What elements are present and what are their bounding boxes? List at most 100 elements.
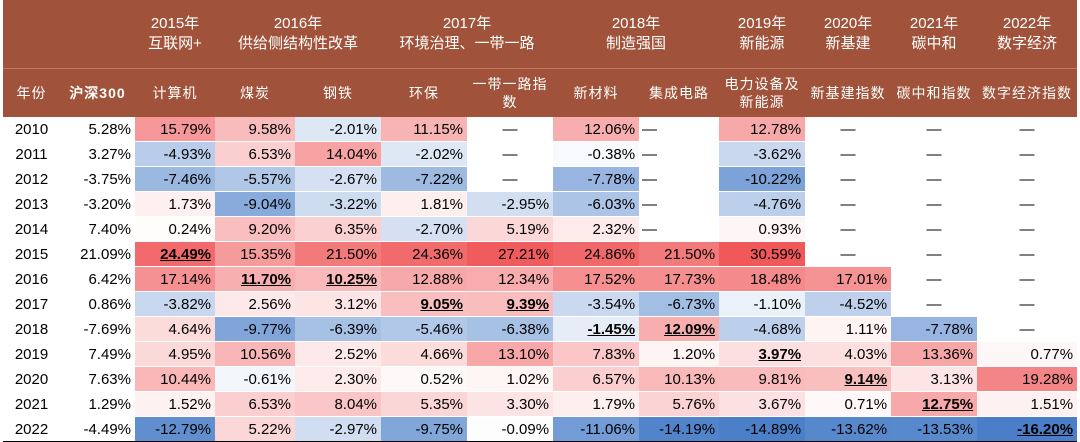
na-cell: — bbox=[891, 291, 978, 317]
sector-returns-table: 2015年 互联网+ 2016年 供给侧结构性改革 2017年 环境治理、一带一路 2018… bbox=[3, 0, 1078, 442]
na-cell: — bbox=[805, 191, 892, 217]
value-cell: -0.61% bbox=[215, 366, 295, 392]
na-cell: — bbox=[977, 191, 1078, 217]
theme-name: 互联网+ bbox=[148, 35, 202, 52]
value-cell: 9.58% bbox=[215, 117, 295, 142]
value-cell: 1.81% bbox=[381, 191, 468, 217]
na-cell: — bbox=[977, 117, 1078, 142]
column-header-row: 年份 沪深300 计算机 煤炭 钢铁 环保 一带一路指数 新材料 集成电路 电力设备及新能源 新基建… bbox=[3, 68, 1078, 117]
value-cell: 4.64% bbox=[135, 316, 215, 342]
value-cell: 5.22% bbox=[215, 416, 295, 442]
theme-name: 制造强国 bbox=[606, 35, 667, 52]
theme-header: 2020年 新基建 bbox=[805, 0, 892, 69]
theme-name: 碳中和 bbox=[911, 35, 957, 52]
value-cell: 1.79% bbox=[553, 391, 640, 417]
theme-year: 2016年 bbox=[273, 15, 323, 32]
value-cell: -9.77% bbox=[215, 316, 295, 342]
value-cell: 4.03% bbox=[805, 341, 892, 367]
na-cell: — bbox=[977, 266, 1078, 292]
value-cell: 12.09% bbox=[639, 316, 720, 342]
value-cell: 1.11% bbox=[805, 316, 892, 342]
na-cell: — bbox=[639, 216, 720, 242]
year-cell: 2017 bbox=[3, 291, 60, 317]
column-header: 新基建指数 bbox=[805, 68, 892, 117]
table-row: 2012 -3.75% -7.46% -5.57% -2.67% -7.22% — -7.78… bbox=[3, 166, 1078, 192]
theme-header: 2015年互联网+ bbox=[135, 0, 215, 69]
value-cell: 3.30% bbox=[467, 391, 554, 417]
na-cell: — bbox=[639, 117, 720, 142]
theme-header: 2019年 新能源 bbox=[719, 0, 806, 69]
value-cell: 1.02% bbox=[467, 366, 554, 392]
theme-year: 2022年 bbox=[1002, 15, 1052, 32]
value-cell: 3.12% bbox=[295, 291, 382, 317]
value-cell: -14.89% bbox=[719, 416, 806, 442]
index-value-cell: -3.75% bbox=[60, 166, 135, 192]
value-cell: 1.51% bbox=[977, 391, 1078, 417]
value-cell: 17.52% bbox=[553, 266, 640, 292]
na-cell: — bbox=[467, 117, 554, 142]
year-cell: 2022 bbox=[3, 416, 60, 442]
value-cell: -0.38% bbox=[553, 141, 640, 167]
value-cell: 6.57% bbox=[553, 366, 640, 392]
value-cell: 19.28% bbox=[977, 366, 1078, 392]
column-header: 钢铁 bbox=[295, 68, 382, 117]
na-cell: — bbox=[891, 117, 978, 142]
na-cell: — bbox=[639, 141, 720, 167]
value-cell: -4.76% bbox=[719, 191, 806, 217]
value-cell: 10.13% bbox=[639, 366, 720, 392]
value-cell: -13.53% bbox=[891, 416, 978, 442]
index-value-cell: 3.27% bbox=[60, 141, 135, 167]
value-cell: 5.19% bbox=[467, 216, 554, 242]
value-cell: -7.78% bbox=[891, 316, 978, 342]
value-cell: 9.39% bbox=[467, 291, 554, 317]
value-cell: 17.73% bbox=[639, 266, 720, 292]
value-cell: 4.66% bbox=[381, 341, 468, 367]
value-cell: 5.76% bbox=[639, 391, 720, 417]
value-cell: 4.95% bbox=[135, 341, 215, 367]
value-cell: 24.49% bbox=[135, 241, 215, 267]
value-cell: 1.20% bbox=[639, 341, 720, 367]
index-value-cell: -7.69% bbox=[60, 316, 135, 342]
value-cell: -9.04% bbox=[215, 191, 295, 217]
theme-header: 2022年 数字经济 bbox=[977, 0, 1078, 69]
value-cell: 12.88% bbox=[381, 266, 468, 292]
theme-name: 新基建 bbox=[825, 35, 871, 52]
value-cell: -2.70% bbox=[381, 216, 468, 242]
theme-year: 2015年 bbox=[150, 15, 200, 32]
theme-header: 2021年 碳中和 bbox=[891, 0, 978, 69]
value-cell: 8.04% bbox=[295, 391, 382, 417]
index-value-cell: 0.86% bbox=[60, 291, 135, 317]
value-cell: -4.93% bbox=[135, 141, 215, 167]
theme-year: 2018年 bbox=[611, 15, 661, 32]
value-cell: -2.02% bbox=[381, 141, 468, 167]
value-cell: 6.53% bbox=[215, 141, 295, 167]
table-body: 2010 5.28% 15.79% 9.58% -2.01% 11.15% —12.06% —… bbox=[3, 117, 1078, 442]
table-row: 2010 5.28% 15.79% 9.58% -2.01% 11.15% —12.06% —… bbox=[3, 117, 1078, 142]
year-cell: 2016 bbox=[3, 266, 60, 292]
value-cell: -13.62% bbox=[805, 416, 892, 442]
index-value-cell: 7.63% bbox=[60, 366, 135, 392]
value-cell: -1.10% bbox=[719, 291, 806, 317]
theme-header: 2017年 环境治理、一带一路 bbox=[381, 0, 554, 69]
theme-header-blank bbox=[3, 0, 135, 69]
na-cell: — bbox=[891, 166, 978, 192]
na-cell: — bbox=[805, 117, 892, 142]
value-cell: 9.20% bbox=[215, 216, 295, 242]
na-cell: — bbox=[891, 141, 978, 167]
index-value-cell: 21.09% bbox=[60, 241, 135, 267]
value-cell: 27.21% bbox=[467, 241, 554, 267]
index-value-cell: -4.49% bbox=[60, 416, 135, 442]
table-row: 2021 1.29% 1.52% 6.53% 8.04% 5.35% 3.30% 1.79% 5… bbox=[3, 391, 1078, 417]
table-row: 2013 -3.20% 1.73% -9.04% -3.22% 1.81% -2.95% -6… bbox=[3, 191, 1078, 217]
na-cell: — bbox=[639, 191, 720, 217]
value-cell: 21.50% bbox=[295, 241, 382, 267]
value-cell: 12.34% bbox=[467, 266, 554, 292]
value-cell: 0.52% bbox=[381, 366, 468, 392]
value-cell: -7.22% bbox=[381, 166, 468, 192]
na-cell: — bbox=[467, 141, 554, 167]
value-cell: -2.67% bbox=[295, 166, 382, 192]
na-cell: — bbox=[805, 141, 892, 167]
column-header: 年份 bbox=[3, 68, 60, 117]
value-cell: 2.56% bbox=[215, 291, 295, 317]
index-value-cell: -3.20% bbox=[60, 191, 135, 217]
